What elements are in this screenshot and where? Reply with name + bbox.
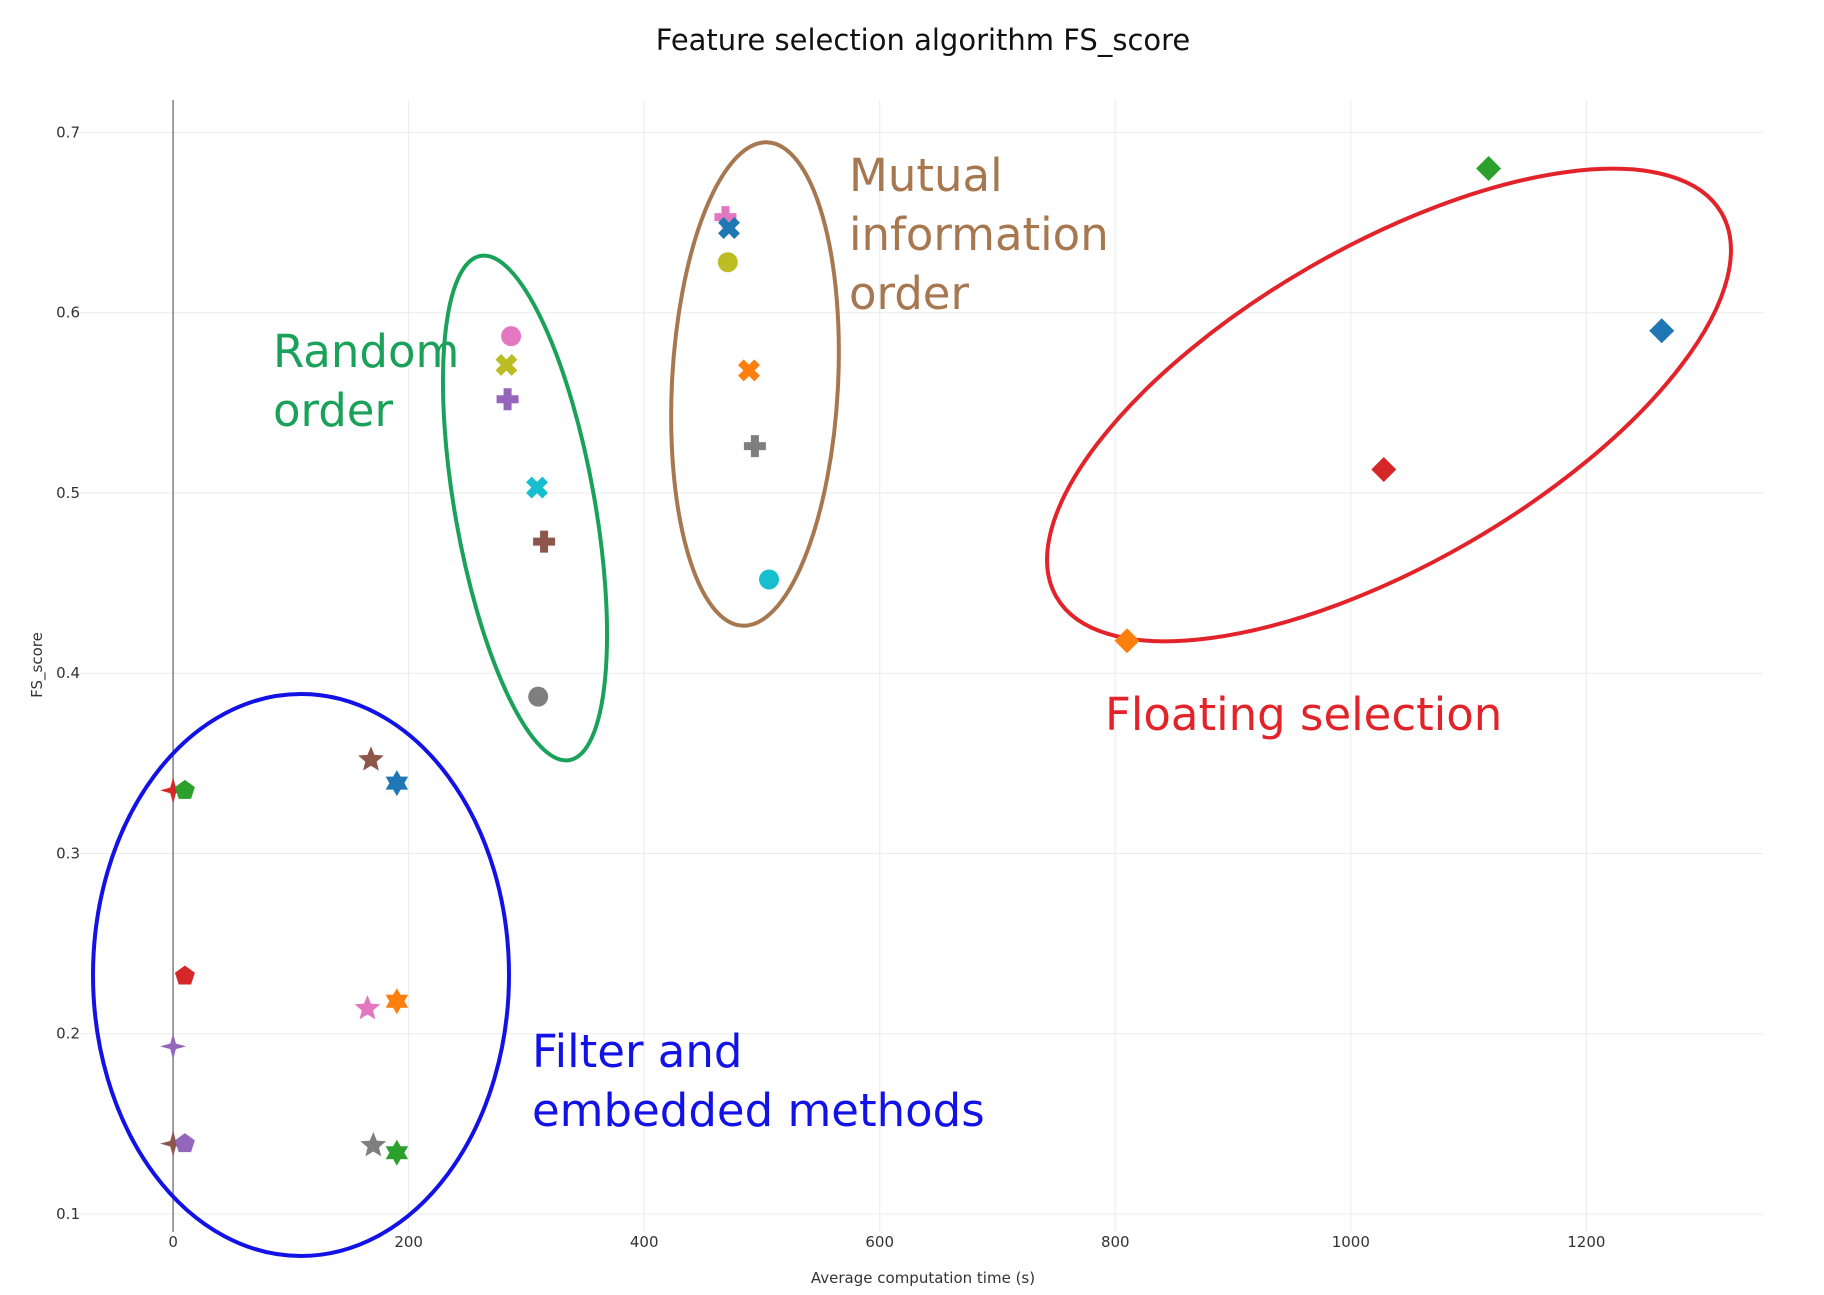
chart-title: Feature selection algorithm FS_score [656,23,1191,57]
data-point-cross [714,206,737,229]
data-point-hexagram [385,988,409,1015]
group-label: Random [273,325,459,378]
x-tick-label: 1200 [1567,1233,1605,1251]
x-tick-label: 0 [168,1233,178,1251]
data-point-diamond [1371,457,1397,483]
y-tick-label: 0.3 [56,844,80,862]
y-axis-ticks: 0.1 0.2 0.3 0.4 0.5 0.6 0.7 [56,123,80,1223]
group-label: information [849,208,1109,261]
data-point-pentagon [174,965,195,985]
data-point-hexagram [385,1139,409,1166]
group-label: embedded methods [532,1084,985,1137]
y-tick-label: 0.6 [56,304,80,322]
data-point-cross [743,435,766,458]
y-tick-label: 0.5 [56,484,80,502]
group-label: order [849,267,969,320]
data-point-star-4 [160,777,187,804]
data-point-x [495,354,518,376]
data-point-circle [528,686,549,707]
group-label: Floating selection [1105,688,1502,741]
group-ellipse [1045,166,1733,644]
y-axis-title: FS_score [28,632,47,698]
group-label: Filter and [532,1025,742,1078]
data-point-star [354,994,381,1020]
y-tick-label: 0.2 [56,1025,80,1043]
x-axis-title: Average computation time (s) [811,1269,1035,1287]
data-point-cross [533,530,556,553]
x-tick-label: 800 [1101,1233,1130,1251]
x-tick-label: 400 [630,1233,659,1251]
group-label: order [273,384,393,437]
grid-lines [73,100,1763,1232]
group-labels: Random order Mutual information order Floatin… [273,149,1502,1137]
data-point-hexagram [385,770,409,797]
data-point-circle [717,252,738,273]
data-point-star [358,746,384,771]
data-point-x [526,476,548,499]
data-point-star [360,1131,387,1157]
y-tick-label: 0.7 [56,123,80,141]
group-ellipse [440,253,610,763]
data-point-diamond [1476,156,1502,181]
data-point-star-4 [160,1130,187,1157]
data-point-circle [759,569,780,590]
data-point-x [738,359,760,382]
group-ellipse [669,140,841,628]
data-point-star-4 [160,1033,187,1060]
group-ellipse [91,692,511,1258]
data-point-pentagon [174,779,195,799]
data-point-x [718,217,740,239]
y-tick-label: 0.1 [56,1205,80,1223]
data-point-diamond [1114,628,1140,654]
x-axis-ticks: 0 200 400 600 800 1000 1200 [168,1233,1605,1251]
x-tick-label: 1000 [1332,1233,1370,1251]
x-tick-label: 600 [865,1233,894,1251]
x-tick-label: 200 [394,1233,423,1251]
group-label: Mutual [849,149,1003,202]
y-tick-label: 0.4 [56,664,80,682]
data-point-circle [501,326,522,347]
data-point-diamond [1649,318,1675,344]
data-point-cross [496,388,519,411]
data-point-pentagon [174,1133,195,1153]
data-points [160,156,1675,1166]
group-ellipses [91,140,1733,1258]
